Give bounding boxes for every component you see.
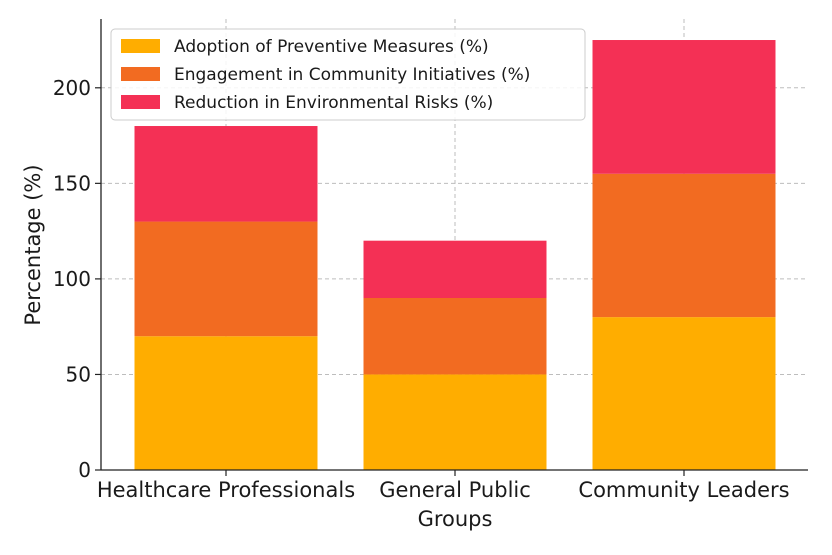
legend-swatch	[121, 95, 160, 109]
legend-label: Engagement in Community Initiatives (%)	[174, 65, 530, 85]
bar-segment	[592, 173, 776, 318]
y-tick-label: 200	[53, 76, 91, 100]
x-tick-label: Community Leaders	[578, 478, 789, 502]
legend-swatch	[121, 67, 160, 81]
legend-frame	[110, 28, 586, 121]
bar-segment	[363, 374, 547, 470]
bar-segment	[592, 40, 776, 174]
y-tick-label: 100	[53, 267, 91, 291]
bar-segment	[134, 221, 318, 337]
y-tick-label: 0	[78, 458, 91, 482]
bar-segment	[134, 336, 318, 470]
bar-layer	[134, 40, 776, 470]
tick-layer: 0 50 100 150 200 Healthcare Professionals Gene…	[53, 76, 790, 502]
x-tick-label: Healthcare Professionals	[97, 478, 355, 502]
bar-segment	[363, 298, 547, 375]
y-tick-label: 150	[53, 171, 91, 195]
x-axis-label: Groups	[418, 507, 493, 531]
legend-label: Reduction in Environmental Risks (%)	[174, 93, 493, 113]
x-tick-label: General Public	[379, 478, 531, 502]
bar-segment	[363, 240, 547, 299]
bar-segment	[592, 317, 776, 470]
legend-swatch	[121, 39, 160, 53]
legend-label: Adoption of Preventive Measures (%)	[174, 37, 489, 57]
legend: Adoption of Preventive Measures (%) Engag…	[110, 28, 586, 121]
y-tick-label: 50	[66, 362, 91, 386]
bar-segment	[134, 126, 318, 222]
y-axis-label: Percentage (%)	[21, 164, 45, 325]
